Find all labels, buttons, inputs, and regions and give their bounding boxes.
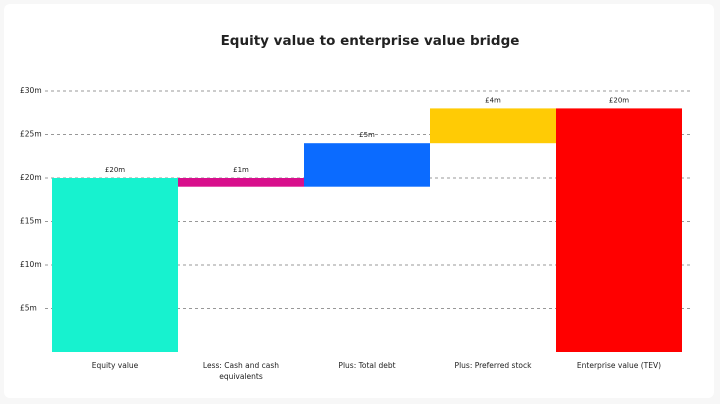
chart-title: Equity value to enterprise value bridge bbox=[221, 33, 520, 49]
x-tick-label: Less: Cash and cash equivalents bbox=[202, 361, 280, 381]
x-tick-label: Enterprise value (TEV) bbox=[576, 361, 662, 370]
bar bbox=[52, 178, 178, 352]
value-label: £5m bbox=[359, 131, 375, 139]
bar bbox=[304, 143, 430, 187]
x-tick-label: Plus: Total debt bbox=[338, 361, 396, 370]
value-label: £20m bbox=[105, 166, 125, 174]
bar bbox=[178, 178, 304, 187]
bar bbox=[430, 108, 556, 144]
x-tick-label: Equity value bbox=[91, 361, 139, 370]
y-tick-label: £10m bbox=[20, 260, 42, 269]
y-tick-label: £30m bbox=[20, 86, 42, 95]
x-tick-label: Plus: Preferred stock bbox=[454, 361, 532, 370]
y-tick-label: £20m bbox=[20, 173, 42, 182]
value-label: £4m bbox=[485, 96, 501, 104]
y-tick-label: £15m bbox=[20, 217, 42, 226]
y-tick-label: £25m bbox=[20, 130, 42, 139]
value-label: £20m bbox=[609, 96, 629, 104]
y-tick-label: £5m bbox=[20, 304, 37, 313]
total-bar bbox=[556, 108, 682, 353]
value-label: £1m bbox=[233, 166, 249, 174]
